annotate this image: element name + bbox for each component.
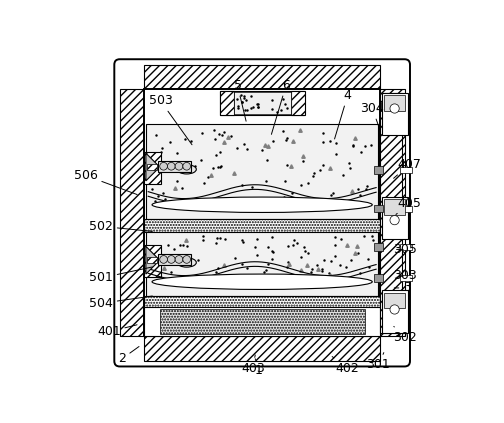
Polygon shape — [146, 246, 160, 274]
Text: 506: 506 — [74, 169, 137, 195]
Bar — [234, 92, 291, 114]
Bar — [382, 93, 408, 135]
Circle shape — [175, 162, 183, 170]
Bar — [374, 166, 383, 174]
Text: 504: 504 — [89, 296, 152, 310]
Text: 405: 405 — [396, 197, 421, 214]
Bar — [400, 275, 412, 281]
Text: 402: 402 — [332, 357, 359, 374]
Bar — [220, 91, 234, 115]
Ellipse shape — [152, 197, 372, 212]
Circle shape — [390, 216, 399, 225]
Bar — [144, 296, 380, 307]
Text: 301: 301 — [366, 353, 390, 371]
Text: 403: 403 — [241, 355, 265, 374]
Bar — [374, 274, 383, 282]
Text: 5: 5 — [233, 79, 246, 121]
Bar — [144, 65, 380, 89]
Bar — [400, 167, 412, 173]
Text: 501: 501 — [89, 267, 152, 284]
Bar — [380, 93, 402, 332]
Bar — [374, 243, 383, 251]
Bar — [384, 96, 405, 111]
Bar — [291, 91, 304, 115]
Bar — [147, 164, 157, 170]
Text: 1: 1 — [255, 359, 262, 377]
Ellipse shape — [177, 165, 197, 174]
Text: 302: 302 — [393, 327, 416, 344]
Bar — [119, 89, 144, 336]
Text: 2: 2 — [118, 346, 139, 365]
Bar — [382, 197, 408, 239]
Bar — [400, 244, 412, 250]
Bar — [147, 257, 157, 263]
Text: 6: 6 — [272, 79, 290, 135]
Text: 401: 401 — [97, 325, 137, 338]
Bar — [158, 161, 191, 172]
Bar — [144, 336, 380, 361]
Bar — [146, 124, 379, 219]
Bar — [158, 254, 191, 265]
Bar — [220, 91, 304, 115]
Bar — [144, 219, 380, 233]
Bar — [374, 205, 383, 212]
Text: 503: 503 — [149, 94, 192, 145]
Bar — [400, 206, 412, 212]
Ellipse shape — [177, 258, 197, 267]
Circle shape — [175, 255, 183, 263]
Bar — [144, 307, 380, 336]
Bar — [144, 245, 161, 277]
Ellipse shape — [152, 274, 372, 289]
Text: 3: 3 — [394, 281, 411, 294]
Circle shape — [390, 305, 399, 314]
Circle shape — [167, 255, 175, 263]
Bar — [160, 310, 364, 334]
Circle shape — [390, 104, 399, 113]
Text: 304: 304 — [360, 102, 384, 131]
Circle shape — [160, 162, 167, 170]
Text: 305: 305 — [393, 243, 416, 256]
Text: 4: 4 — [335, 89, 352, 139]
Bar — [384, 293, 405, 308]
Bar — [144, 151, 161, 184]
Circle shape — [183, 162, 191, 170]
Text: 303: 303 — [393, 269, 416, 282]
Bar — [380, 89, 405, 336]
Circle shape — [167, 162, 175, 170]
Text: 502: 502 — [89, 220, 152, 233]
Circle shape — [160, 255, 167, 263]
Circle shape — [183, 255, 191, 263]
Bar — [384, 199, 405, 215]
Text: 407: 407 — [394, 158, 421, 179]
Bar — [382, 290, 408, 332]
Polygon shape — [146, 153, 160, 181]
FancyBboxPatch shape — [114, 59, 410, 366]
Bar — [146, 233, 379, 296]
Bar — [144, 89, 380, 336]
